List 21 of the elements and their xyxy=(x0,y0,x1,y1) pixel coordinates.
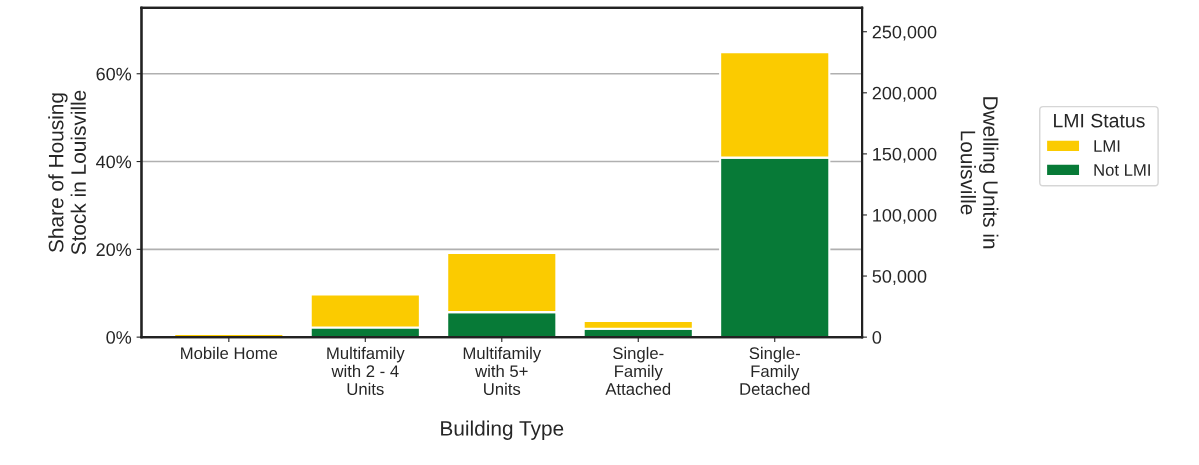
x-tick-label: Single- Family Attached xyxy=(605,346,671,395)
y2-tick-label: 100,000 xyxy=(873,208,937,224)
x-tick-label: Single- Family Detached xyxy=(740,346,810,395)
y-tick-label: 40% xyxy=(96,155,132,169)
y2-tick-label: 0 xyxy=(872,331,882,344)
y-tick-label: 20% xyxy=(96,243,132,257)
legend-title: LMI Status xyxy=(1054,113,1145,128)
legend-label: Not LMI xyxy=(1094,164,1150,176)
legend-label: LMI xyxy=(1094,140,1120,152)
y2-tick-label: 200,000 xyxy=(872,86,937,102)
x-tick-label: Mobile Home xyxy=(181,346,278,360)
y2-tick-label: 250,000 xyxy=(872,25,937,41)
x-tick-label: Multifamily with 5+ Units xyxy=(463,346,542,395)
y-tick-label: 0% xyxy=(106,331,132,344)
x-tick-label: Multifamily with 2 - 4 Units xyxy=(327,346,405,395)
x-axis-title: Building Type xyxy=(441,420,564,440)
y2-axis-title: Dwelling Units in Louisville xyxy=(960,97,999,249)
y2-tick-label: 150,000 xyxy=(873,147,937,163)
y-tick-label: 60% xyxy=(96,67,132,81)
y2-tick-label: 50,000 xyxy=(872,269,927,285)
y-axis-title: Share of Housing Stock in Louisville xyxy=(48,90,86,255)
